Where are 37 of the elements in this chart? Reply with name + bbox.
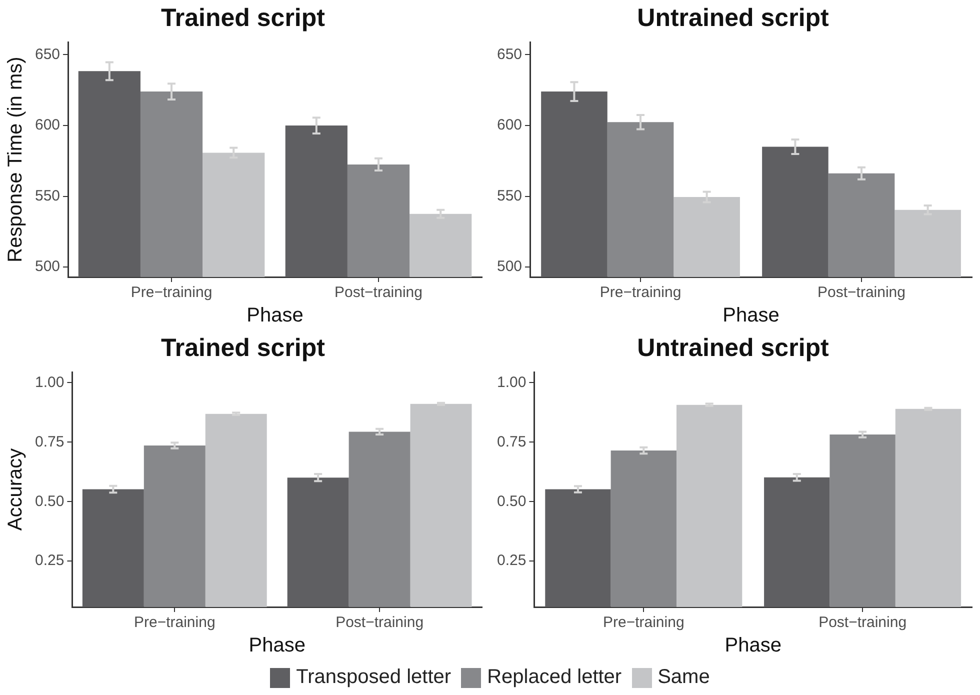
legend-label: Same bbox=[658, 666, 710, 689]
y-tick-label: 0.25 bbox=[34, 552, 64, 570]
x-axis-title: Phase bbox=[248, 634, 306, 657]
y-axis-title: Response Time (in ms) bbox=[4, 56, 27, 262]
y-tick-label: 550 bbox=[34, 187, 60, 204]
y-tick-label: 600 bbox=[496, 116, 522, 134]
x-axis-title: Phase bbox=[246, 304, 304, 327]
legend-label: Replaced letter bbox=[487, 666, 622, 689]
y-tick-label: 550 bbox=[496, 187, 522, 204]
x-tick-label: Post−training bbox=[818, 284, 906, 302]
legend-label: Transposed letter bbox=[296, 666, 452, 689]
x-tick-label: Post−training bbox=[334, 284, 422, 302]
x-axis-title: Phase bbox=[722, 304, 780, 327]
y-tick-label: 650 bbox=[34, 46, 60, 63]
x-tick-label: Post−training bbox=[818, 614, 907, 632]
x-tick-label: Pre−training bbox=[134, 614, 216, 632]
y-tick-label: 500 bbox=[496, 258, 522, 276]
y-tick-label: 0.25 bbox=[496, 552, 526, 570]
x-tick-label: Pre−training bbox=[602, 614, 684, 632]
y-tick-label: 0.50 bbox=[496, 492, 526, 510]
y-tick-label: 0.50 bbox=[34, 492, 64, 510]
chart-title: Trained script bbox=[161, 4, 326, 32]
x-axis-title: Phase bbox=[724, 634, 782, 657]
y-tick-label: 1.00 bbox=[496, 374, 526, 391]
y-tick-label: 0.75 bbox=[34, 433, 64, 450]
y-tick-label: 650 bbox=[496, 46, 522, 63]
chart-title: Untrained script bbox=[637, 4, 830, 32]
x-tick-label: Pre−training bbox=[600, 284, 682, 302]
y-tick-label: 600 bbox=[34, 116, 60, 134]
chart-title: Trained script bbox=[161, 334, 326, 362]
y-axis-title: Accuracy bbox=[4, 448, 27, 531]
x-tick-label: Pre−training bbox=[130, 284, 212, 302]
chart-title: Untrained script bbox=[637, 334, 830, 362]
y-tick-label: 500 bbox=[34, 258, 60, 276]
y-tick-label: 1.00 bbox=[34, 374, 64, 391]
x-tick-label: Post−training bbox=[336, 614, 424, 632]
y-tick-label: 0.75 bbox=[496, 433, 526, 450]
